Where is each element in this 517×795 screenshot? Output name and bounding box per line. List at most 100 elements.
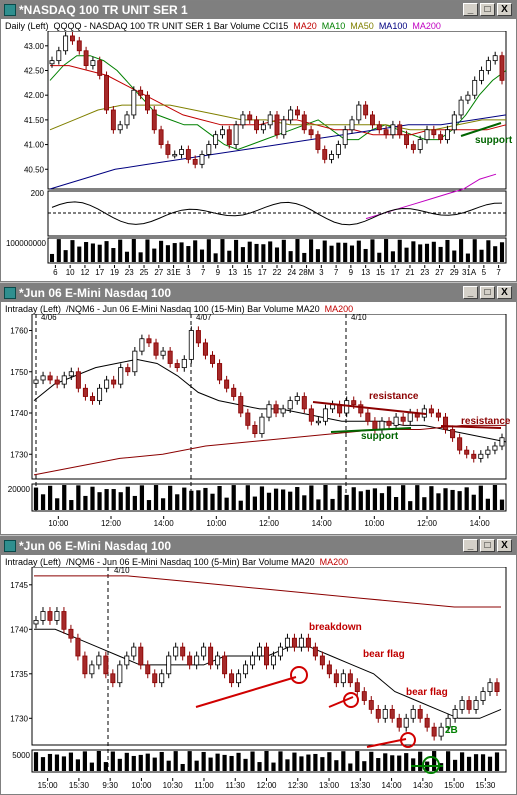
- bear-flag-trendline: [366, 738, 407, 748]
- maximize-button[interactable]: □: [480, 3, 495, 16]
- window-titlebar[interactable]: *Jun 06 E-Mini Nasdaq 100 _ □ X: [1, 284, 516, 302]
- volume-bar: [390, 755, 395, 771]
- volume-frame: [31, 483, 507, 512]
- volume-bar: [411, 758, 416, 771]
- candle: [308, 408, 314, 422]
- candle: [340, 673, 346, 684]
- plot-frame: [31, 567, 507, 746]
- candle: [165, 144, 171, 155]
- volume-bar: [97, 492, 102, 510]
- maximize-button[interactable]: □: [480, 539, 495, 552]
- maximize-button[interactable]: □: [480, 286, 495, 299]
- candle: [254, 119, 259, 131]
- volume-bar: [125, 486, 130, 510]
- volume-bar: [393, 497, 399, 510]
- volume-bar: [268, 241, 273, 262]
- annotation-label: breakdown: [309, 622, 362, 633]
- intraday-15min-window[interactable]: *Jun 06 E-Mini Nasdaq 100 _ □ X Intraday…: [0, 283, 517, 535]
- candle: [238, 396, 244, 414]
- volume-bar: [234, 239, 239, 262]
- candle: [153, 342, 159, 356]
- plot-frame: [47, 31, 507, 190]
- candle: [472, 79, 478, 96]
- candle: [492, 445, 498, 451]
- candle: [354, 682, 360, 692]
- volume-bar: [48, 485, 53, 510]
- close-button[interactable]: X: [497, 539, 512, 552]
- candle: [89, 396, 96, 402]
- intraday-5min-chart[interactable]: 1745 1740 1735 1730 4/10 5000 15:00 15:30 9:30 10…: [1, 567, 516, 794]
- x-tick-label: 3: [319, 268, 324, 277]
- legend-item: Intraday (Left): [5, 304, 62, 314]
- intraday-5min-window[interactable]: *Jun 06 E-Mini Nasdaq 100 _ □ X Intraday…: [0, 536, 517, 795]
- legend-item: MA200: [319, 557, 349, 567]
- close-button[interactable]: X: [497, 3, 512, 16]
- daily-chart[interactable]: 43.00 42.50 42.00 41.50 41.00 40.50 200 1000000…: [1, 31, 516, 281]
- candle: [83, 50, 89, 66]
- window-titlebar[interactable]: *Jun 06 E-Mini Nasdaq 100 _ □ X: [1, 537, 516, 555]
- volume-bar: [90, 243, 95, 262]
- y-tick-label: 1735: [10, 670, 28, 679]
- candle: [459, 700, 465, 710]
- candle: [330, 404, 336, 410]
- candle: [410, 708, 416, 719]
- candle: [329, 154, 334, 160]
- candle: [267, 114, 273, 126]
- x-tick-label: 10:00: [364, 519, 385, 528]
- candle: [451, 114, 457, 131]
- volume-bar: [213, 253, 218, 262]
- candle: [40, 611, 46, 621]
- candle: [160, 350, 166, 356]
- candle: [370, 114, 375, 126]
- volume-bar: [341, 751, 346, 771]
- x-tick-label: 29: [450, 268, 459, 277]
- candle: [247, 114, 253, 121]
- minimize-button[interactable]: _: [463, 539, 478, 552]
- daily-chart-window[interactable]: *NASDAQ 100 TR UNIT SER 1 _ □ X Daily (L…: [0, 0, 517, 282]
- volume-bar: [295, 239, 300, 262]
- volume-bar: [376, 758, 381, 771]
- candle: [382, 708, 388, 719]
- candle: [220, 129, 225, 136]
- minimize-button[interactable]: _: [463, 286, 478, 299]
- candle: [33, 379, 39, 384]
- candle: [151, 109, 157, 131]
- volume-frame: [31, 749, 507, 773]
- volume-bar: [432, 751, 437, 771]
- resistance-trendline: [312, 401, 427, 415]
- volume-bar: [179, 242, 184, 262]
- x-tick-label: 10: [66, 268, 75, 277]
- intraday-15min-chart[interactable]: 1760 1750 1740 1730 4/06 4/07 4/10 20000 10:00 12…: [1, 314, 516, 534]
- volume-bar: [186, 246, 191, 262]
- candle: [131, 89, 137, 116]
- volume-bar: [356, 240, 361, 262]
- candle: [222, 655, 228, 675]
- volume-bar: [215, 753, 220, 771]
- candle: [56, 50, 62, 62]
- window-titlebar[interactable]: *NASDAQ 100 TR UNIT SER 1 _ □ X: [1, 1, 516, 19]
- annotation-label: bear flag: [363, 649, 405, 660]
- volume-bar: [271, 762, 276, 771]
- x-tick-label: 13: [361, 268, 370, 277]
- volume-bar: [261, 244, 266, 262]
- volume-bar: [40, 757, 46, 771]
- volume-bar: [229, 755, 234, 771]
- y-tick-label: 1760: [10, 327, 28, 336]
- x-tick-label: 7: [334, 268, 339, 277]
- close-button[interactable]: X: [497, 286, 512, 299]
- candle: [312, 646, 318, 657]
- annotation-label: support: [361, 431, 399, 442]
- volume-bar: [145, 753, 150, 771]
- volume-bar: [397, 755, 402, 771]
- minimize-button[interactable]: _: [463, 3, 478, 16]
- volume-bar: [145, 239, 150, 262]
- volume-bar: [384, 239, 389, 262]
- cci-line: [51, 201, 503, 226]
- volume-bar: [422, 497, 427, 510]
- volume-bar: [288, 491, 293, 510]
- volume-bar: [49, 253, 55, 262]
- candle: [358, 404, 364, 414]
- x-tick-label: 12:00: [101, 519, 122, 528]
- candle: [104, 75, 109, 111]
- volume-bar: [288, 251, 293, 262]
